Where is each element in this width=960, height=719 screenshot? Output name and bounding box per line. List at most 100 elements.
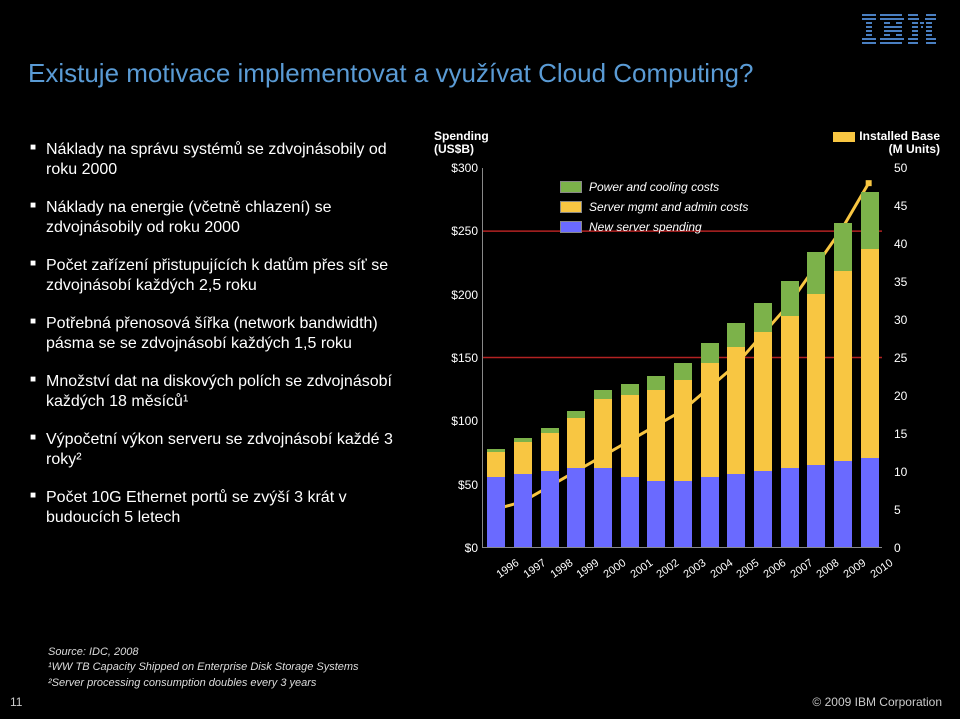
bar-seg-power bbox=[594, 390, 612, 399]
ytick-right: 25 bbox=[894, 351, 930, 365]
bar-seg-new_server bbox=[541, 471, 559, 547]
legend-label: Power and cooling costs bbox=[589, 180, 719, 194]
x-label: 2006 bbox=[761, 557, 788, 581]
bar-seg-power bbox=[834, 223, 852, 271]
legend-item: Power and cooling costs bbox=[560, 180, 748, 194]
ytick-left: $300 bbox=[438, 161, 478, 175]
x-label: 1997 bbox=[521, 557, 548, 581]
source-line: Source: IDC, 2008 bbox=[48, 645, 359, 660]
bar-seg-new_server bbox=[727, 474, 745, 547]
x-label: 2000 bbox=[601, 557, 628, 581]
ytick-left: $150 bbox=[438, 351, 478, 365]
bar-seg-mgmt bbox=[541, 433, 559, 471]
x-label: 1998 bbox=[548, 557, 575, 581]
spending-chart: Spending(US$B) Installed Base(M Units) 1… bbox=[430, 130, 940, 610]
legend-swatch bbox=[560, 181, 582, 193]
bar-seg-new_server bbox=[834, 461, 852, 547]
ytick-left: $100 bbox=[438, 414, 478, 428]
bar-seg-power bbox=[541, 428, 559, 433]
x-label: 1999 bbox=[575, 557, 602, 581]
page-number: 11 bbox=[10, 695, 22, 709]
right-axis-title-text: Installed Base(M Units) bbox=[859, 129, 940, 156]
bullet-item: Množství dat na diskových polích se zdvo… bbox=[30, 372, 410, 412]
bar-seg-power bbox=[727, 323, 745, 347]
bar-seg-mgmt bbox=[647, 390, 665, 481]
bar-seg-power bbox=[567, 411, 585, 417]
ytick-right: 30 bbox=[894, 313, 930, 327]
bar-seg-mgmt bbox=[567, 418, 585, 469]
ytick-right: 0 bbox=[894, 541, 930, 555]
bar-seg-power bbox=[514, 438, 532, 442]
bar-seg-mgmt bbox=[674, 380, 692, 481]
installed-base-swatch bbox=[833, 132, 855, 142]
bar-seg-new_server bbox=[754, 471, 772, 547]
bar-seg-mgmt bbox=[701, 363, 719, 477]
legend-label: New server spending bbox=[589, 220, 702, 234]
bullet-item: Výpočetní výkon serveru se zdvojnásobí k… bbox=[30, 430, 410, 470]
right-axis-title: Installed Base(M Units) bbox=[833, 130, 940, 156]
legend-item: Server mgmt and admin costs bbox=[560, 200, 748, 214]
x-label: 2010 bbox=[868, 557, 895, 581]
page-title: Existuje motivace implementovat a využív… bbox=[28, 58, 753, 89]
legend: Power and cooling costs Server mgmt and a… bbox=[560, 180, 748, 240]
bullet-item: Náklady na energie (včetně chlazení) se … bbox=[30, 198, 410, 238]
source-line: ²Server processing consumption doubles e… bbox=[48, 676, 359, 691]
x-label: 2004 bbox=[708, 557, 735, 581]
bar-seg-mgmt bbox=[594, 399, 612, 469]
bullet-item: Náklady na správu systémů se zdvojnásobi… bbox=[30, 140, 410, 180]
x-label: 2001 bbox=[628, 557, 655, 581]
bullet-item: Potřebná přenosová šířka (network bandwi… bbox=[30, 314, 410, 354]
bar-seg-mgmt bbox=[754, 332, 772, 471]
x-label: 2008 bbox=[815, 557, 842, 581]
bar-seg-new_server bbox=[621, 477, 639, 547]
copyright: © 2009 IBM Corporation bbox=[812, 695, 942, 709]
bar-seg-mgmt bbox=[807, 294, 825, 465]
bar-seg-mgmt bbox=[781, 316, 799, 468]
bullet-item: Počet zařízení přistupujících k datům př… bbox=[30, 256, 410, 296]
ytick-left: $0 bbox=[438, 541, 478, 555]
bar-seg-new_server bbox=[567, 468, 585, 547]
bar-seg-new_server bbox=[594, 468, 612, 547]
bar-seg-new_server bbox=[487, 477, 505, 547]
bar-seg-new_server bbox=[861, 458, 879, 547]
left-axis-title: Spending(US$B) bbox=[434, 130, 489, 156]
bar-seg-mgmt bbox=[834, 271, 852, 461]
x-label: 1996 bbox=[495, 557, 522, 581]
bar-seg-power bbox=[674, 363, 692, 379]
x-label: 2009 bbox=[841, 557, 868, 581]
bullet-list: Náklady na správu systémů se zdvojnásobi… bbox=[30, 140, 410, 546]
bar-seg-mgmt bbox=[861, 249, 879, 458]
x-label: 2005 bbox=[735, 557, 762, 581]
legend-swatch bbox=[560, 201, 582, 213]
ytick-right: 50 bbox=[894, 161, 930, 175]
bar-seg-mgmt bbox=[727, 347, 745, 474]
ytick-right: 15 bbox=[894, 427, 930, 441]
ytick-right: 10 bbox=[894, 465, 930, 479]
bar-seg-mgmt bbox=[487, 452, 505, 477]
ytick-right: 20 bbox=[894, 389, 930, 403]
bar-seg-power bbox=[647, 376, 665, 390]
bullet-item: Počet 10G Ethernet portů se zvýší 3 krát… bbox=[30, 488, 410, 528]
bar-seg-new_server bbox=[807, 465, 825, 547]
ytick-left: $200 bbox=[438, 288, 478, 302]
bar-seg-power bbox=[754, 303, 772, 332]
bar-seg-new_server bbox=[674, 481, 692, 547]
bar-seg-mgmt bbox=[514, 442, 532, 474]
bar-seg-new_server bbox=[781, 468, 799, 547]
source-line: ¹WW TB Capacity Shipped on Enterprise Di… bbox=[48, 660, 359, 675]
ytick-left: $250 bbox=[438, 224, 478, 238]
bar-seg-power bbox=[861, 192, 879, 249]
legend-label: Server mgmt and admin costs bbox=[589, 200, 748, 214]
bar-seg-power bbox=[781, 281, 799, 316]
x-label: 2007 bbox=[788, 557, 815, 581]
ytick-left: $50 bbox=[438, 478, 478, 492]
bar-seg-power bbox=[807, 252, 825, 294]
bar-seg-new_server bbox=[701, 477, 719, 547]
legend-item: New server spending bbox=[560, 220, 748, 234]
ytick-right: 45 bbox=[894, 199, 930, 213]
legend-swatch bbox=[560, 221, 582, 233]
source-footnotes: Source: IDC, 2008 ¹WW TB Capacity Shippe… bbox=[48, 645, 359, 691]
x-label: 2003 bbox=[681, 557, 708, 581]
ibm-logo bbox=[862, 14, 936, 44]
bar-seg-mgmt bbox=[621, 395, 639, 477]
